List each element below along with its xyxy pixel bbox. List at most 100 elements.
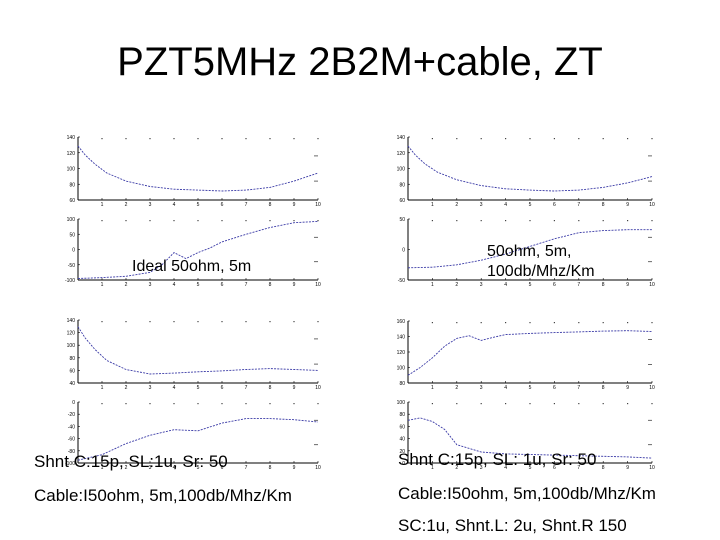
top-tick-marker: [553, 220, 555, 222]
y-tick-label: 120: [67, 331, 76, 337]
x-tick-label: 8: [602, 465, 605, 471]
x-tick-label: 7: [577, 385, 580, 391]
x-tick-label: 2: [455, 385, 458, 391]
top-tick-marker: [505, 220, 507, 222]
top-tick-marker: [553, 403, 555, 405]
top-tick-marker: [456, 403, 458, 405]
x-tick-label: 4: [173, 202, 176, 208]
y-tick-label: 80: [399, 182, 405, 188]
x-tick-label: 8: [269, 282, 272, 288]
x-tick-label: 5: [197, 202, 200, 208]
top-tick-marker: [317, 220, 319, 222]
top-tick-marker: [173, 321, 175, 323]
x-tick-label: 4: [173, 282, 176, 288]
top-tick-marker: [149, 403, 151, 405]
x-tick-label: 4: [504, 282, 507, 288]
x-tick-label: 8: [269, 202, 272, 208]
y-tick-label: 0: [402, 461, 405, 467]
x-tick-label: 5: [197, 385, 200, 391]
top-tick-marker: [456, 322, 458, 324]
x-tick-label: 2: [125, 465, 128, 471]
top-tick-marker: [578, 322, 580, 324]
chart-bottom-left-magnitude: 140 120 100 80 60 40 1 2 3 4 5 6 7 8 9 10: [67, 318, 321, 391]
top-tick-marker: [293, 321, 295, 323]
x-tick-label: 6: [553, 202, 556, 208]
x-tick-label: 1: [431, 202, 434, 208]
x-tick-label: 1: [101, 282, 104, 288]
top-tick-marker: [125, 138, 127, 140]
x-tick-label: 6: [553, 282, 556, 288]
y-tick-label: -50: [68, 263, 75, 269]
x-tick-label: 8: [602, 385, 605, 391]
x-tick-label: 7: [577, 465, 580, 471]
x-tick-label: 1: [101, 385, 104, 391]
y-tick-label: 60: [399, 424, 405, 430]
y-tick-label: -40: [68, 424, 75, 430]
x-tick-label: 4: [504, 385, 507, 391]
x-tick-label: 4: [504, 465, 507, 471]
top-tick-marker: [578, 220, 580, 222]
chart-top-right-phase: 50 0 -50 1 2 3 4 5 6 7 8 9 10: [398, 217, 655, 288]
x-tick-label: 3: [480, 202, 483, 208]
x-tick-label: 5: [529, 282, 532, 288]
x-tick-label: 9: [293, 202, 296, 208]
y-tick-label: 100: [397, 167, 406, 173]
y-tick-label: 0: [72, 400, 75, 406]
x-tick-label: 10: [649, 385, 655, 391]
y-tick-label: -100: [65, 461, 75, 467]
y-tick-label: 120: [67, 151, 76, 157]
x-tick-label: 5: [197, 282, 200, 288]
x-tick-label: 7: [577, 282, 580, 288]
x-tick-label: 8: [602, 202, 605, 208]
y-tick-label: 60: [399, 198, 405, 204]
top-tick-marker: [221, 321, 223, 323]
chart-top-left-magnitude: 140 120 100 80 60 1 2 3 4 5 6 7 8 9 10: [67, 135, 321, 208]
top-tick-marker: [651, 138, 653, 140]
x-tick-label: 3: [149, 202, 152, 208]
top-tick-marker: [627, 403, 629, 405]
x-tick-label: 10: [315, 465, 321, 471]
x-tick-label: 1: [101, 202, 104, 208]
y-tick-label: 80: [69, 182, 75, 188]
x-tick-label: 4: [173, 385, 176, 391]
x-tick-label: 7: [245, 465, 248, 471]
y-tick-label: 80: [399, 412, 405, 418]
x-tick-label: 9: [293, 385, 296, 391]
y-tick-label: 100: [67, 217, 76, 223]
x-tick-label: 1: [101, 465, 104, 471]
y-tick-label: 40: [399, 437, 405, 443]
x-tick-label: 9: [626, 282, 629, 288]
y-tick-label: 50: [69, 232, 75, 238]
top-tick-marker: [651, 322, 653, 324]
x-tick-label: 10: [315, 385, 321, 391]
y-tick-label: 80: [69, 356, 75, 362]
x-tick-label: 10: [649, 465, 655, 471]
top-tick-marker: [173, 220, 175, 222]
y-tick-label: 0: [72, 248, 75, 254]
top-tick-marker: [431, 322, 433, 324]
x-tick-label: 4: [173, 465, 176, 471]
x-tick-label: 2: [125, 202, 128, 208]
x-tick-label: 7: [245, 385, 248, 391]
x-tick-label: 10: [649, 202, 655, 208]
x-tick-label: 6: [553, 465, 556, 471]
top-tick-marker: [149, 321, 151, 323]
x-tick-label: 2: [125, 385, 128, 391]
x-tick-label: 3: [480, 385, 483, 391]
slide-title: PZT5MHz 2B2M+cable, ZT: [117, 40, 603, 84]
y-tick-label: 50: [399, 217, 405, 223]
top-tick-marker: [529, 138, 531, 140]
top-tick-marker: [197, 138, 199, 140]
top-tick-marker: [293, 403, 295, 405]
top-tick-marker: [431, 403, 433, 405]
top-tick-marker: [602, 322, 604, 324]
x-tick-label: 9: [626, 465, 629, 471]
top-tick-marker: [578, 403, 580, 405]
x-tick-label: 1: [431, 385, 434, 391]
x-tick-label: 2: [125, 282, 128, 288]
series-line: [407, 330, 653, 376]
y-tick-label: 140: [67, 135, 76, 141]
caption-br-line3: SC:1u, Shnt.L: 2u, Shnt.R 150: [398, 516, 627, 535]
top-tick-marker: [651, 220, 653, 222]
